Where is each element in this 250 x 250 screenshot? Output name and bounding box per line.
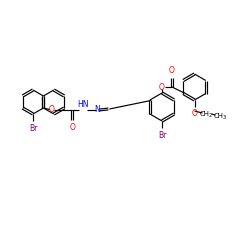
Text: CH: CH	[214, 113, 224, 119]
Text: 2: 2	[208, 113, 212, 118]
Text: CH: CH	[200, 111, 209, 117]
Text: Br: Br	[158, 131, 166, 140]
Text: N: N	[94, 106, 100, 114]
Text: O: O	[159, 82, 165, 92]
Text: O: O	[70, 123, 75, 132]
Text: Br: Br	[29, 124, 37, 133]
Text: HN: HN	[78, 100, 89, 109]
Text: O: O	[169, 66, 175, 75]
Text: O: O	[48, 106, 54, 114]
Text: O: O	[192, 109, 198, 118]
Text: 3: 3	[222, 115, 226, 120]
